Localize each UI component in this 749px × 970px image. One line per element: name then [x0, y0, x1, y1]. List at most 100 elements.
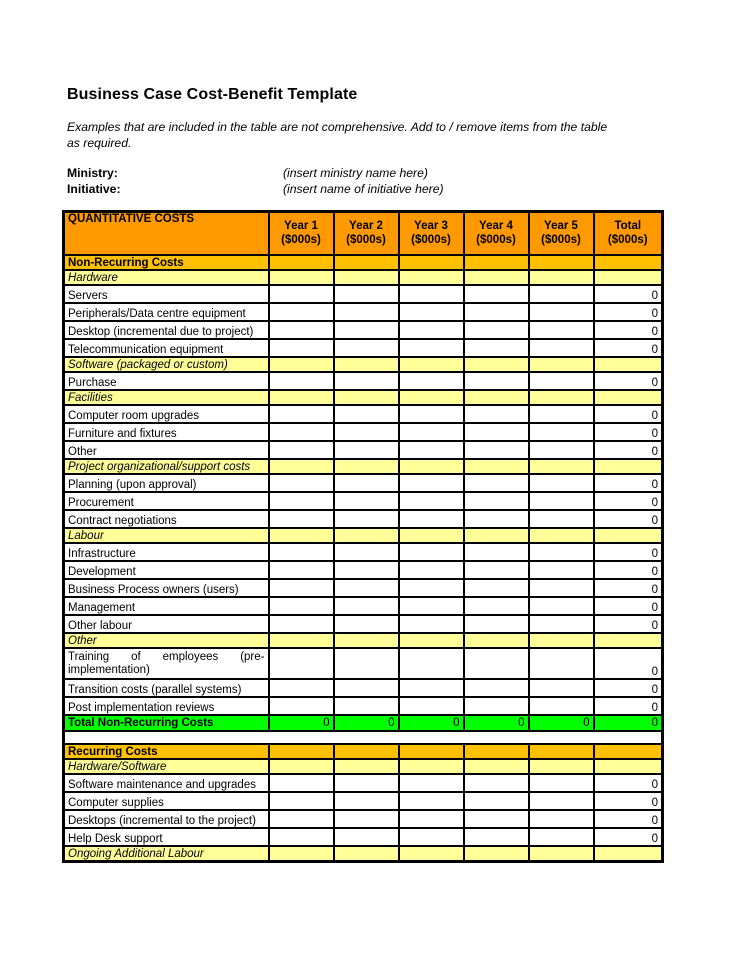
row-total-cell: 0 [592, 678, 664, 698]
row-total-cell: 0 [592, 509, 664, 529]
year-value-cell [332, 302, 400, 322]
year-value-cell [527, 422, 595, 442]
year-value-cell [267, 458, 335, 475]
year-value-cell [462, 440, 530, 460]
row-total-cell [592, 527, 664, 544]
year-value-cell [527, 284, 595, 304]
year-value-cell [397, 509, 465, 529]
year-value-cell [332, 845, 400, 863]
year-value-cell [462, 371, 530, 391]
year-value-cell [332, 269, 400, 286]
table-row: Total Non-Recurring Costs 0 0 0 0 0 0 [62, 714, 664, 732]
year-value-cell [267, 773, 335, 793]
year-value-cell [462, 758, 530, 775]
row-label-cell: Software (packaged or custom) [62, 356, 270, 373]
year-value-cell [462, 338, 530, 358]
year-value-cell [332, 773, 400, 793]
year-value-cell [462, 320, 530, 340]
row-label-cell: Purchase [62, 371, 270, 391]
table-row: Procurement 0 [62, 491, 664, 511]
table-row: Development 0 [62, 560, 664, 580]
year-value-cell [267, 578, 335, 598]
row-total-cell: 0 [592, 614, 664, 634]
ministry-field: Ministry: (insert ministry name here) [67, 166, 444, 182]
year-value-cell [267, 560, 335, 580]
year-value-cell [397, 269, 465, 286]
table-row: Furniture and fixtures 0 [62, 422, 664, 442]
year-value-cell [267, 473, 335, 493]
year-value-cell [332, 596, 400, 616]
year-value-cell [332, 614, 400, 634]
year-value-cell [462, 254, 530, 271]
year-value-cell [267, 338, 335, 358]
cost-table: QUANTITATIVE COSTS Year 1 ($000s) Year 2 ($0… [62, 210, 664, 863]
year-value-cell [332, 696, 400, 716]
table-row: Other [62, 632, 664, 649]
year-value-cell [397, 302, 465, 322]
row-label-cell: Labour [62, 527, 270, 544]
year-value-cell [462, 578, 530, 598]
year-value-cell [397, 473, 465, 493]
row-total-cell [592, 458, 664, 475]
year-value-cell [332, 473, 400, 493]
year-value-cell [332, 809, 400, 829]
year-value-cell [267, 527, 335, 544]
year-value-cell [397, 440, 465, 460]
table-row: Software maintenance and upgrades 0 [62, 773, 664, 793]
year-value-cell [462, 809, 530, 829]
row-label-cell: Computer supplies [62, 791, 270, 811]
year-value-cell [267, 845, 335, 863]
row-total-cell: 0 [592, 473, 664, 493]
row-label-cell: Infrastructure [62, 542, 270, 562]
year-value-cell [527, 254, 595, 271]
total-value-cell: 0 [267, 714, 335, 732]
table-title-cell: QUANTITATIVE COSTS [62, 210, 270, 256]
row-total-cell: 0 [592, 560, 664, 580]
year-value-cell [527, 389, 595, 406]
year-value-cell [332, 422, 400, 442]
year-value-cell [332, 389, 400, 406]
row-label-cell: Other [62, 632, 270, 649]
row-total-cell: 0 [592, 491, 664, 511]
row-label-cell: Telecommunication equipment [62, 338, 270, 358]
year-value-cell [527, 542, 595, 562]
year-value-cell [462, 647, 530, 680]
year-value-cell [267, 491, 335, 511]
year-value-cell [527, 440, 595, 460]
table-row: Telecommunication equipment 0 [62, 338, 664, 358]
year-value-cell [397, 404, 465, 424]
row-total-cell: 0 [592, 647, 664, 680]
row-total-cell: 0 [592, 284, 664, 304]
row-label-cell: Desktops (incremental to the project) [62, 809, 270, 829]
year-value-cell [267, 269, 335, 286]
row-total-cell [592, 845, 664, 863]
year-value-cell [462, 389, 530, 406]
row-label-cell: Ongoing Additional Labour [62, 845, 270, 863]
column-header-year-2: Year 2 ($000s) [332, 210, 400, 256]
table-row: Desktop (incremental due to project) 0 [62, 320, 664, 340]
row-total-cell: 0 [592, 404, 664, 424]
year-value-cell [332, 791, 400, 811]
table-row: Purchase 0 [62, 371, 664, 391]
year-value-cell [397, 827, 465, 847]
column-header-total: Total ($000s) [592, 210, 664, 256]
row-total-cell [592, 632, 664, 649]
row-total-cell: 0 [592, 827, 664, 847]
table-row: Hardware [62, 269, 664, 286]
year-value-cell [397, 614, 465, 634]
year-value-cell [332, 542, 400, 562]
total-value-cell: 0 [462, 714, 530, 732]
year-value-cell [332, 404, 400, 424]
row-total-cell: 0 [592, 371, 664, 391]
year-value-cell [527, 791, 595, 811]
year-value-cell [527, 269, 595, 286]
year-value-cell [462, 458, 530, 475]
row-label-cell: Training of employees (pre-implementatio… [62, 647, 270, 680]
year-value-cell [332, 527, 400, 544]
total-value-cell: 0 [332, 714, 400, 732]
year-value-cell [267, 743, 335, 760]
row-label-cell: Hardware/Software [62, 758, 270, 775]
year-value-cell [462, 743, 530, 760]
table-row [62, 730, 664, 745]
